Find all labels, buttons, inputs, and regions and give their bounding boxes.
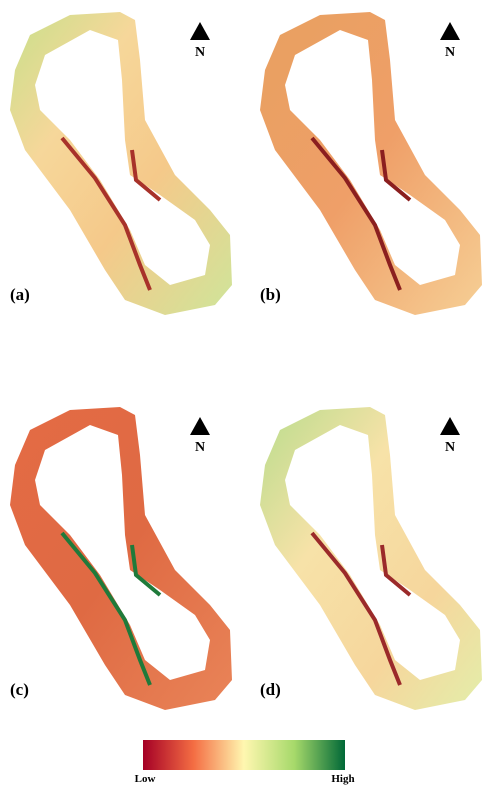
north-label: N [195, 45, 205, 60]
panel: N (b) [260, 12, 482, 315]
north-arrow [190, 22, 210, 40]
north-arrow [440, 22, 460, 40]
panel-label: (a) [10, 285, 30, 304]
panel-label: (b) [260, 285, 281, 304]
panel-label: (c) [10, 680, 29, 699]
north-label: N [445, 45, 455, 60]
color-bar [143, 740, 345, 770]
panel: N (d) [260, 407, 482, 710]
panel-label: (d) [260, 680, 281, 699]
panel: N (c) [10, 407, 232, 710]
figure: N (a) N (b) N (c) N (d) Low High [0, 0, 489, 787]
north-label: N [445, 440, 455, 455]
legend-high: High [331, 773, 354, 785]
north-label: N [195, 440, 205, 455]
north-arrow [190, 417, 210, 435]
legend-low: Low [135, 773, 156, 785]
panel: N (a) [10, 12, 232, 315]
north-arrow [440, 417, 460, 435]
